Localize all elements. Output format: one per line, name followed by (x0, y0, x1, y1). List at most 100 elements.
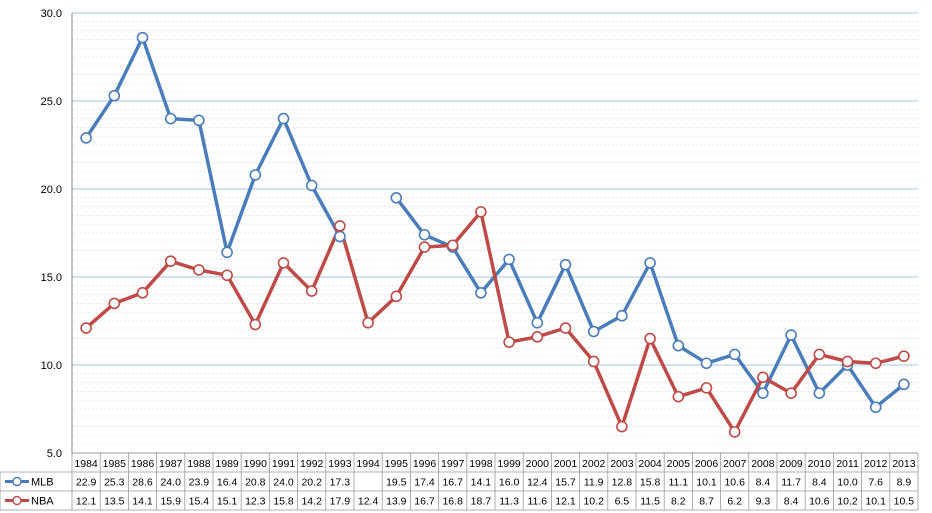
data-label-nba: 11.5 (640, 496, 660, 508)
data-label-nba: 10.1 (865, 496, 886, 508)
data-label-nba: 15.1 (217, 496, 238, 508)
y-tick-label: 15.0 (41, 272, 62, 284)
data-label-mlb: 11.9 (584, 477, 604, 489)
data-label-nba: 6.5 (615, 496, 630, 508)
data-label-nba: 8.4 (784, 496, 799, 508)
data-label-nba: 10.2 (583, 496, 604, 508)
data-point-mlb (728, 348, 741, 361)
data-label-mlb: 20.8 (245, 477, 266, 489)
x-tick-label: 2005 (667, 458, 691, 470)
data-label-mlb: 16.0 (499, 477, 520, 489)
y-tick-label: 10.0 (41, 360, 62, 372)
series-line-nba (84, 210, 905, 434)
data-point-mlb (193, 114, 205, 127)
data-label-nba: 10.2 (837, 496, 858, 508)
data-point-mlb (249, 169, 262, 181)
data-label-mlb: 10.1 (696, 477, 717, 489)
data-point-nba (700, 382, 713, 394)
data-label-mlb: 23.9 (189, 477, 210, 489)
data-label-nba: 14.1 (132, 496, 153, 508)
data-point-nba (80, 322, 92, 334)
x-tick-label: 1992 (300, 458, 324, 470)
data-point-nba (672, 390, 685, 403)
data-label-mlb: 11.1 (668, 477, 688, 489)
data-label-nba: 18.7 (471, 496, 492, 508)
data-label-nba: 10.5 (894, 496, 915, 508)
series-line-mlb (394, 196, 906, 409)
x-tick-label: 1986 (131, 458, 155, 470)
y-tick-label: 5.0 (47, 448, 62, 460)
x-tick-label: 2001 (554, 458, 578, 470)
data-point-mlb (700, 357, 713, 370)
x-tick-label: 2002 (582, 458, 606, 470)
data-label-nba: 12.3 (245, 496, 266, 508)
x-tick-label: 2004 (638, 458, 662, 470)
data-point-mlb (418, 228, 431, 241)
data-label-nba: 16.7 (414, 496, 435, 508)
data-point-mlb (813, 387, 826, 399)
data-label-mlb: 24.0 (160, 477, 181, 489)
data-point-nba (587, 355, 600, 368)
data-point-mlb (305, 179, 318, 192)
data-label-mlb: 16.4 (217, 477, 238, 489)
data-label-mlb: 24.0 (273, 477, 294, 489)
y-tick-label: 20.0 (41, 184, 62, 196)
data-label-nba: 15.9 (160, 496, 181, 508)
series-lines (84, 35, 906, 434)
data-point-mlb (559, 258, 572, 271)
data-label-nba: 12.1 (76, 496, 97, 508)
data-label-mlb: 15.7 (555, 477, 576, 489)
data-point-mlb (869, 401, 882, 414)
data-point-nba (644, 332, 656, 345)
data-label-mlb: 28.6 (132, 477, 153, 489)
x-tick-label: 2003 (610, 458, 634, 470)
x-tick-label: 1993 (328, 458, 352, 470)
data-label-nba: 12.1 (555, 496, 576, 508)
data-label-mlb: 14.1 (471, 477, 492, 489)
data-point-nba (728, 426, 741, 438)
series-points (80, 31, 910, 438)
data-label-nba: 17.9 (330, 496, 351, 508)
x-tick-label: 2000 (526, 458, 550, 470)
data-label-mlb: 17.4 (414, 477, 435, 489)
x-tick-label: 1994 (356, 458, 380, 470)
data-label-nba: 11.6 (527, 496, 547, 508)
data-label-nba: 9.3 (756, 496, 771, 508)
data-point-nba (869, 357, 882, 370)
data-point-nba (418, 241, 431, 253)
data-label-mlb: 10.0 (837, 477, 858, 489)
x-tick-label: 1988 (187, 458, 211, 470)
x-tick-label: 1991 (272, 458, 296, 470)
data-label-mlb: 15.8 (640, 477, 661, 489)
x-tick-label: 1996 (413, 458, 437, 470)
data-label-nba: 10.6 (809, 496, 830, 508)
data-label-mlb: 8.9 (897, 477, 912, 489)
data-label-mlb: 20.2 (301, 477, 322, 489)
data-point-nba (559, 322, 572, 334)
x-tick-label: 2007 (723, 458, 747, 470)
data-point-nba (475, 206, 487, 218)
data-label-nba: 16.8 (442, 496, 463, 508)
y-tick-label: 30.0 (41, 8, 62, 20)
data-point-mlb (644, 257, 656, 269)
data-point-mlb (80, 132, 92, 144)
data-label-mlb: 8.4 (812, 477, 827, 489)
data-point-nba (362, 316, 374, 329)
data-label-mlb: 7.6 (868, 477, 883, 489)
x-tick-label: 2011 (836, 458, 859, 470)
x-tick-label: 2013 (892, 458, 916, 470)
data-point-nba (841, 355, 854, 368)
data-label-nba: 14.2 (301, 496, 322, 508)
data-point-nba (503, 336, 515, 348)
data-point-nba (446, 239, 459, 252)
data-point-mlb (108, 89, 121, 102)
data-point-nba (785, 387, 797, 399)
x-tick-label: 1990 (244, 458, 268, 470)
minor-gridlines (72, 21, 918, 445)
data-label-nba: 15.4 (189, 496, 210, 508)
data-label-nba: 12.4 (358, 496, 379, 508)
data-point-nba (136, 287, 149, 299)
legend-marker-mlb (12, 476, 22, 487)
x-tick-label: 2010 (808, 458, 832, 470)
data-label-nba: 13.5 (104, 496, 125, 508)
